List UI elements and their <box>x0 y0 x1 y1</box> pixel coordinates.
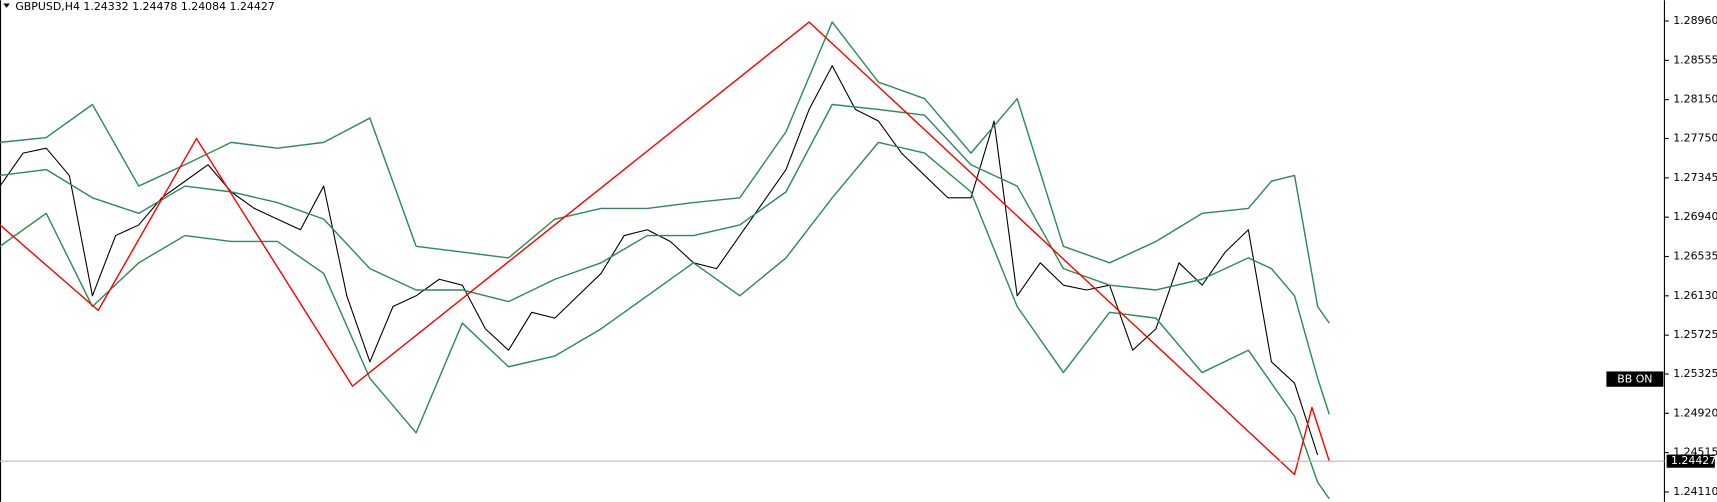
series-line <box>0 21 1330 476</box>
y-tick-label: 1.27750 <box>1673 132 1717 145</box>
series-line <box>0 21 1330 324</box>
y-tick-label: 1.24920 <box>1673 406 1717 419</box>
y-tick-label: 1.25725 <box>1673 328 1717 341</box>
y-tick-label: 1.28150 <box>1673 93 1717 106</box>
current-price-box <box>1666 454 1715 468</box>
series-line <box>0 141 1330 500</box>
y-tick-label: 1.26535 <box>1673 249 1717 262</box>
chart-title: GBPUSD,H4 1.24332 1.24478 1.24084 1.2442… <box>15 0 274 13</box>
y-tick-label: 1.24110 <box>1673 485 1717 498</box>
y-tick-label: 1.28555 <box>1673 53 1717 66</box>
current-price-label: 1.24427 <box>1671 454 1716 467</box>
menu-arrow[interactable] <box>3 3 10 8</box>
y-tick-label: 1.28960 <box>1673 14 1717 27</box>
y-tick-label: 1.26940 <box>1673 210 1717 223</box>
badge-box <box>1606 371 1664 387</box>
y-tick-label: 1.25325 <box>1673 367 1717 380</box>
bb-badge: BB ON <box>1606 371 1664 387</box>
series-line <box>0 103 1330 415</box>
badge-label: BB ON <box>1617 373 1652 386</box>
y-tick-label: 1.26130 <box>1673 289 1717 302</box>
y-tick-label: 1.27345 <box>1673 171 1717 184</box>
